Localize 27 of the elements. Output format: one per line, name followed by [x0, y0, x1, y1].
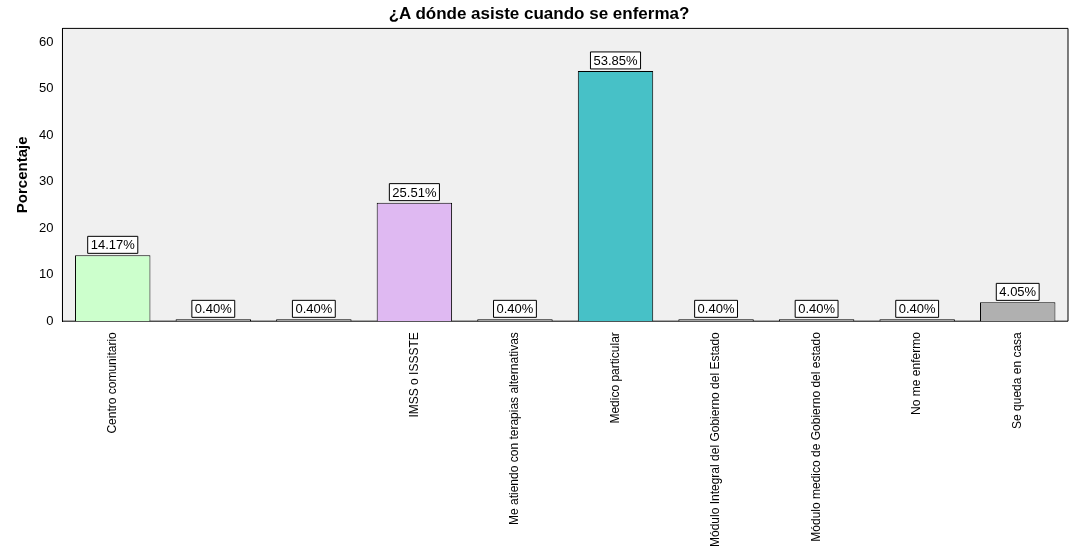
x-tick-label: Módulo medico de Gobierno del estado — [808, 331, 823, 542]
data-label: 14.17% — [90, 237, 136, 253]
y-tick-label: 10 — [38, 266, 54, 282]
x-tick-label: No me enfermo — [909, 331, 924, 415]
data-label: 0.40% — [697, 301, 735, 317]
x-tick-label: Me atiendo con terapias alternativas — [507, 332, 522, 525]
data-label: 53.85% — [593, 53, 638, 68]
x-tick-label: Se queda en casa — [1010, 331, 1025, 429]
y-tick-label: 20 — [38, 219, 54, 235]
data-label: 0.40% — [798, 301, 836, 317]
x-tick-label: IMSS o ISSSTE — [406, 332, 421, 418]
data-label: 4.05% — [999, 284, 1037, 300]
x-tick-label: Módulo Integral del Gobierno del Estado — [708, 331, 723, 548]
y-tick-label: 40 — [38, 126, 54, 142]
y-tick-label: 30 — [38, 173, 54, 189]
y-tick-label: 50 — [38, 80, 54, 96]
y-tick-label: 0 — [46, 312, 54, 328]
data-label: 25.51% — [392, 184, 437, 200]
data-label: 0.40% — [295, 301, 333, 317]
y-axis-title: Porcentaje — [13, 136, 31, 214]
x-tick-label: Medico particular — [607, 332, 622, 424]
data-label: 0.40% — [898, 301, 937, 317]
data-label: 0.40% — [194, 301, 233, 317]
y-tick-label: 60 — [38, 33, 54, 49]
data-label: 0.40% — [496, 301, 534, 317]
chart-title: ¿A dónde asiste cuando se enferma? — [388, 3, 690, 23]
x-tick-label: Centro comunitario — [105, 331, 120, 434]
